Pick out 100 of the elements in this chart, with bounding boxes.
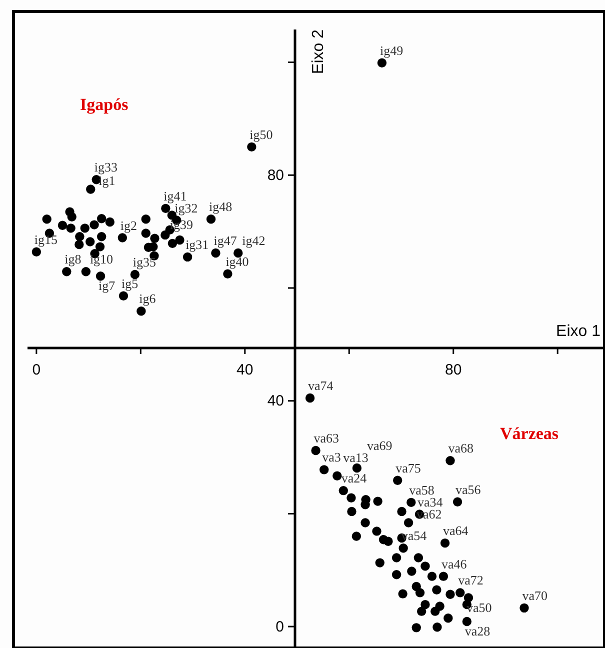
data-label: va68 — [448, 440, 474, 456]
point — [352, 532, 362, 541]
point — [404, 518, 414, 528]
point — [440, 538, 450, 548]
point — [42, 214, 52, 224]
data-label: ig42 — [242, 233, 266, 248]
point — [62, 267, 72, 276]
point — [160, 230, 170, 240]
point — [81, 267, 91, 276]
point — [320, 465, 329, 474]
point — [392, 553, 402, 562]
point — [168, 238, 178, 248]
point — [373, 496, 382, 506]
point — [311, 446, 320, 456]
data-label: va3 — [322, 450, 341, 465]
data-label: ig47 — [214, 233, 238, 248]
point — [520, 603, 529, 613]
y-tick-label: 80 — [267, 166, 284, 184]
point — [430, 606, 440, 616]
data-label: va46 — [441, 556, 468, 572]
data-label: va72 — [458, 572, 484, 588]
point — [360, 518, 370, 528]
data-label: va64 — [443, 523, 469, 538]
point — [118, 233, 128, 242]
y-axis-title: Eixo 2 — [310, 29, 327, 74]
data-label: va63 — [314, 430, 340, 446]
point — [407, 566, 416, 576]
data-label: va50 — [466, 600, 492, 615]
data-label: ig35 — [132, 254, 156, 270]
point — [234, 248, 243, 258]
point — [161, 204, 170, 214]
point — [415, 588, 425, 598]
point — [392, 570, 402, 580]
point — [398, 544, 408, 553]
point — [96, 272, 106, 281]
data-label: va24 — [341, 470, 368, 486]
data-label: ig48 — [209, 199, 232, 214]
point — [86, 184, 96, 194]
point — [414, 553, 424, 562]
point — [206, 214, 216, 224]
point — [58, 220, 68, 230]
point — [175, 235, 184, 245]
y-tick-label: 0 — [276, 618, 284, 636]
data-label: va13 — [343, 450, 368, 465]
point — [90, 220, 99, 230]
point — [332, 471, 342, 480]
point — [384, 536, 393, 546]
data-label: ig8 — [64, 252, 82, 267]
data-label: va28 — [464, 623, 490, 638]
point — [420, 562, 430, 571]
x-tick-label: 0 — [32, 362, 41, 379]
point — [372, 526, 382, 536]
data-label: ig33 — [94, 160, 118, 175]
point — [211, 248, 220, 258]
point — [438, 572, 448, 581]
point — [398, 589, 408, 598]
point — [105, 217, 115, 227]
point — [347, 506, 356, 516]
data-label: va75 — [396, 460, 421, 476]
point — [67, 212, 76, 222]
point — [456, 588, 465, 598]
data-label: ig10 — [90, 252, 114, 267]
data-label: ig5 — [121, 276, 138, 291]
point — [416, 606, 426, 616]
point — [338, 486, 348, 496]
data-label: ig15 — [34, 232, 58, 247]
point — [412, 623, 421, 632]
point — [393, 476, 402, 485]
point — [377, 58, 387, 68]
point — [74, 240, 84, 250]
annotation: Igapós — [80, 95, 129, 114]
point — [32, 247, 42, 256]
point — [247, 142, 256, 152]
point — [96, 232, 106, 242]
point — [75, 232, 84, 242]
data-label: va74 — [308, 378, 334, 394]
point — [150, 234, 160, 243]
data-label: va56 — [456, 482, 482, 497]
point — [462, 616, 472, 626]
point — [352, 463, 362, 473]
point — [86, 237, 95, 246]
data-label: ig2 — [120, 218, 138, 233]
annotation: Várzeas — [500, 424, 559, 443]
data-label: ig40 — [226, 254, 249, 269]
point — [118, 291, 128, 300]
point — [446, 456, 455, 466]
point — [446, 590, 455, 599]
x-tick-label: 40 — [236, 362, 254, 379]
point — [305, 393, 315, 403]
point — [432, 622, 442, 632]
point — [141, 214, 150, 224]
x-axis-title: Eixo 1 — [556, 323, 601, 340]
point — [375, 558, 384, 568]
point — [427, 572, 437, 581]
point — [80, 224, 90, 233]
data-label: ig6 — [139, 291, 156, 306]
data-label: va70 — [522, 588, 548, 603]
point — [96, 214, 106, 224]
y-tick-label: 40 — [267, 392, 284, 410]
point — [444, 614, 453, 623]
